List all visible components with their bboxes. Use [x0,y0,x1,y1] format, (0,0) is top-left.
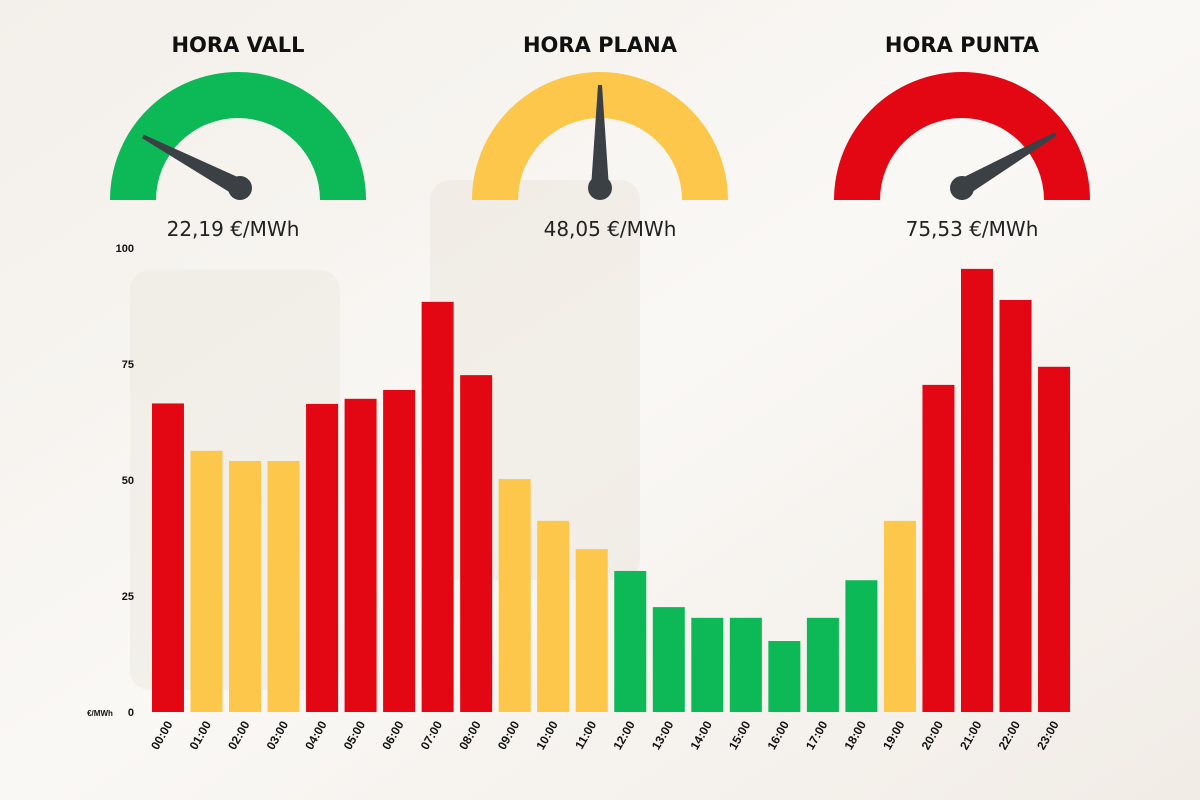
bar [537,520,570,712]
gauge-needle [950,132,1057,200]
gauge-title: HORA VALL [171,33,304,57]
bar [999,299,1032,712]
gauge-value: 48,05 €/MWh [544,217,677,241]
y-tick-label: 75 [122,359,134,371]
gauge-value: 75,53 €/MWh [906,217,1039,241]
gauge: HORA PUNTA 75,53 €/MWh [834,33,1090,241]
y-tick-label: 25 [122,591,134,603]
gauge-title: HORA PLANA [523,33,678,57]
gauge-arc [472,72,728,200]
bar [306,403,339,712]
bar [151,403,184,712]
bar [190,450,223,712]
y-tick-label: 0 [128,707,134,719]
bar [614,570,647,712]
bar [691,617,724,712]
bar [806,617,839,712]
bar [383,389,416,712]
bar [960,268,993,712]
bar [729,617,762,712]
bar [421,301,454,712]
gauge-value: 22,19 €/MWh [167,217,300,241]
gauge: HORA VALL 22,19 €/MWh [110,33,366,241]
gauge-arc [834,72,1090,200]
bar [575,549,608,712]
bar [344,398,377,712]
bar [1038,366,1071,712]
gauge-arc [110,72,366,200]
y-tick-label: 100 [116,243,134,255]
y-axis-label: €/MWh [87,709,113,718]
bar [498,479,531,712]
bar [229,460,262,712]
gauge-needle [588,85,612,200]
bar [768,641,801,712]
bar [460,375,493,712]
bar [883,520,916,712]
gauge-title: HORA PUNTA [885,33,1040,57]
bar [267,460,300,712]
bar [922,384,955,712]
gauge-needle [141,134,252,200]
bar [652,607,685,712]
y-tick-label: 50 [122,475,134,487]
gauge: HORA PLANA 48,05 €/MWh [472,33,728,241]
bar [845,580,878,712]
